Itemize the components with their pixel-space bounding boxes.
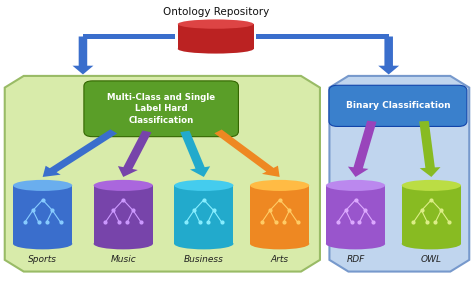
Ellipse shape — [94, 238, 153, 249]
Ellipse shape — [326, 238, 385, 249]
Ellipse shape — [94, 180, 153, 191]
Text: RDF: RDF — [346, 255, 365, 264]
Polygon shape — [73, 36, 93, 74]
Polygon shape — [83, 34, 175, 39]
Polygon shape — [348, 121, 376, 177]
Text: Multi-Class and Single
Label Hard
Classification: Multi-Class and Single Label Hard Classi… — [107, 93, 215, 125]
Text: Sports: Sports — [28, 255, 57, 264]
Polygon shape — [180, 131, 210, 177]
Ellipse shape — [402, 180, 461, 191]
Polygon shape — [419, 121, 440, 177]
Ellipse shape — [178, 44, 254, 54]
Bar — [178, 24, 254, 49]
Text: Arts: Arts — [271, 255, 289, 264]
Polygon shape — [378, 36, 399, 74]
Polygon shape — [256, 34, 389, 39]
Bar — [402, 185, 461, 244]
Text: Ontology Repository: Ontology Repository — [163, 7, 269, 17]
Bar — [326, 185, 385, 244]
Ellipse shape — [402, 238, 461, 249]
Ellipse shape — [250, 238, 309, 249]
Polygon shape — [329, 76, 469, 272]
FancyBboxPatch shape — [329, 85, 467, 126]
Polygon shape — [5, 76, 320, 272]
Ellipse shape — [13, 180, 72, 191]
Ellipse shape — [174, 238, 233, 249]
Bar — [250, 185, 309, 244]
Polygon shape — [43, 129, 117, 177]
Text: Music: Music — [110, 255, 136, 264]
Bar — [13, 185, 72, 244]
Ellipse shape — [250, 180, 309, 191]
FancyBboxPatch shape — [84, 81, 238, 137]
Text: OWL: OWL — [421, 255, 442, 264]
Bar — [174, 185, 233, 244]
Ellipse shape — [326, 180, 385, 191]
Ellipse shape — [174, 180, 233, 191]
Text: Business: Business — [184, 255, 224, 264]
Bar — [94, 185, 153, 244]
Ellipse shape — [13, 238, 72, 249]
Text: Binary Classification: Binary Classification — [346, 101, 450, 110]
Polygon shape — [118, 131, 152, 177]
Ellipse shape — [178, 20, 254, 29]
Polygon shape — [214, 130, 280, 177]
